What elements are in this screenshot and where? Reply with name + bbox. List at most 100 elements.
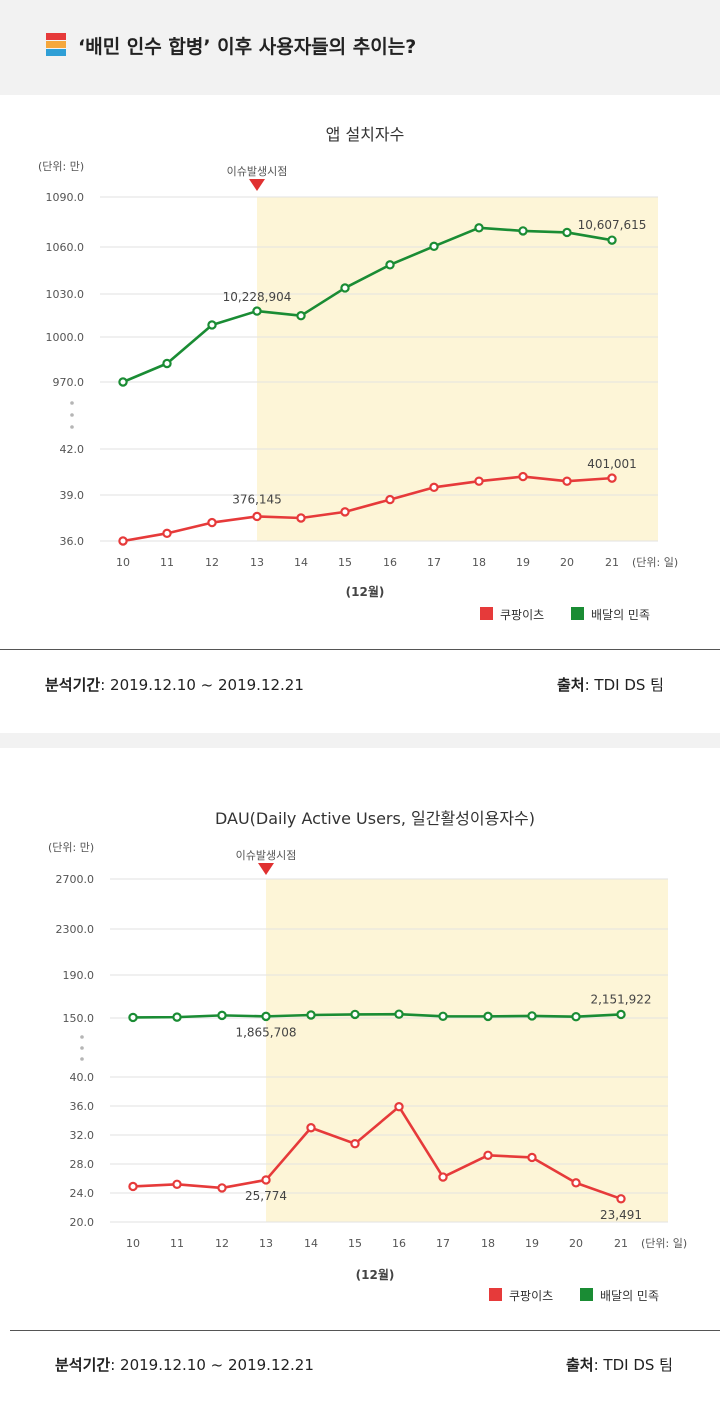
y-tick-label: 36.0 xyxy=(70,1100,95,1113)
y-tick-label: 28.0 xyxy=(70,1158,95,1171)
event-label: 이슈발생시점 xyxy=(227,165,288,178)
x-tick-label: 16 xyxy=(392,1237,406,1250)
event-marker-icon xyxy=(258,863,274,875)
period-value: : 2019.12.10 ~ 2019.12.21 xyxy=(110,1356,314,1374)
chart-title: 앱 설치자수 xyxy=(326,125,405,144)
data-label: 23,491 xyxy=(600,1208,642,1222)
legend-label: 쿠팡이츠 xyxy=(500,608,544,622)
data-point xyxy=(394,1102,404,1112)
data-point xyxy=(306,1010,316,1020)
x-tick-label: 21 xyxy=(614,1237,628,1250)
data-point xyxy=(162,528,172,539)
bar-blue xyxy=(46,49,66,56)
data-point xyxy=(306,1123,316,1133)
y-tick-label: 42.0 xyxy=(60,443,85,456)
chart-title: DAU(Daily Active Users, 일간활성이용자수) xyxy=(215,809,535,828)
y-tick-label: 39.0 xyxy=(60,489,85,502)
highlight-region xyxy=(266,879,668,1222)
data-point xyxy=(340,283,350,293)
data-point xyxy=(562,476,572,486)
data-point xyxy=(429,482,439,493)
x-tick-label: 11 xyxy=(170,1237,184,1250)
source-label: 출처 xyxy=(566,1356,594,1374)
source-1: 출처: TDI DS 팀 xyxy=(557,674,664,695)
series-line-coupang xyxy=(132,1105,622,1201)
y-tick-label: 1060.0 xyxy=(46,241,85,254)
x-tick-label: 19 xyxy=(516,556,530,569)
x-tick-label: 20 xyxy=(569,1237,583,1250)
x-unit-label: (단위: 일) xyxy=(641,1236,687,1250)
x-tick-label: 11 xyxy=(160,556,174,569)
data-point xyxy=(394,1009,404,1019)
series-line-baemin xyxy=(122,226,613,384)
y-tick-label: 1000.0 xyxy=(46,331,85,344)
data-point xyxy=(296,311,306,321)
data-point xyxy=(261,1175,271,1185)
data-point xyxy=(474,476,484,486)
data-label: 25,774 xyxy=(245,1189,287,1203)
x-tick-label: 16 xyxy=(383,556,397,569)
data-point xyxy=(385,494,395,505)
event-marker-icon xyxy=(249,179,265,191)
source-2: 출처: TDI DS 팀 xyxy=(566,1354,673,1375)
y-tick-label: 2700.0 xyxy=(56,873,95,886)
y-tick-label: 40.0 xyxy=(70,1071,95,1084)
data-point xyxy=(217,1183,227,1193)
y-unit-label: (단위: 만) xyxy=(48,841,94,854)
y-tick-label: 20.0 xyxy=(70,1216,95,1229)
period-label: 분석기간 xyxy=(45,676,101,694)
legend-swatch xyxy=(480,607,493,620)
data-point xyxy=(562,227,572,238)
data-point xyxy=(429,241,439,252)
data-point xyxy=(350,1009,360,1020)
data-point xyxy=(483,1011,493,1022)
y-tick-label: 24.0 xyxy=(70,1187,95,1200)
legend-label: 배달의 민족 xyxy=(591,608,650,622)
x-tick-label: 21 xyxy=(605,556,619,569)
data-point xyxy=(438,1172,448,1182)
x-unit-label: (단위: 일) xyxy=(632,555,678,569)
data-point xyxy=(571,1178,581,1188)
data-point xyxy=(350,1139,360,1149)
x-tick-label: 15 xyxy=(348,1237,362,1250)
x-tick-label: 15 xyxy=(338,556,352,569)
data-point xyxy=(172,1179,182,1189)
data-point xyxy=(527,1011,537,1021)
y-tick-label: 36.0 xyxy=(60,535,85,548)
data-point xyxy=(385,260,395,270)
bars-icon xyxy=(46,33,66,57)
data-point xyxy=(607,473,617,483)
x-tick-label: 12 xyxy=(205,556,219,569)
x-tick-label: 14 xyxy=(304,1237,318,1250)
data-point xyxy=(172,1012,182,1022)
event-label: 이슈발생시점 xyxy=(236,849,297,862)
x-axis-label: (12월) xyxy=(356,1267,395,1282)
x-tick-label: 20 xyxy=(560,556,574,569)
data-label: 401,001 xyxy=(587,457,637,471)
data-point xyxy=(518,226,528,236)
data-point xyxy=(118,536,128,546)
x-tick-label: 10 xyxy=(116,556,130,569)
bar-orange xyxy=(46,41,66,48)
period-label: 분석기간 xyxy=(55,1356,111,1374)
data-point xyxy=(217,1010,227,1021)
header-bar: ‘배민 인수 합병’ 이후 사용자들의 추이는? xyxy=(0,0,720,95)
legend-label: 배달의 민족 xyxy=(600,1289,659,1303)
app-install-chart: 앱 설치자수 (단위: 만) 1090.0 1060.0 1030.0 1000.0 970… xyxy=(38,125,678,622)
data-point xyxy=(162,358,172,369)
data-label: 2,151,922 xyxy=(590,992,651,1006)
axis-break-dot xyxy=(80,1035,84,1039)
source-value: : TDI DS 팀 xyxy=(593,1356,673,1374)
x-tick-label: 14 xyxy=(294,556,308,569)
data-point xyxy=(340,507,350,517)
legend-swatch xyxy=(571,607,584,620)
axis-break-dot xyxy=(70,413,74,417)
data-point xyxy=(571,1011,581,1022)
source-value: : TDI DS 팀 xyxy=(584,676,664,694)
y-tick-label: 150.0 xyxy=(63,1012,95,1025)
axis-break-dot xyxy=(80,1057,84,1061)
y-unit-label: (단위: 만) xyxy=(38,160,84,173)
x-tick-label: 10 xyxy=(126,1237,140,1250)
data-label: 376,145 xyxy=(232,492,282,506)
data-point xyxy=(483,1150,493,1160)
